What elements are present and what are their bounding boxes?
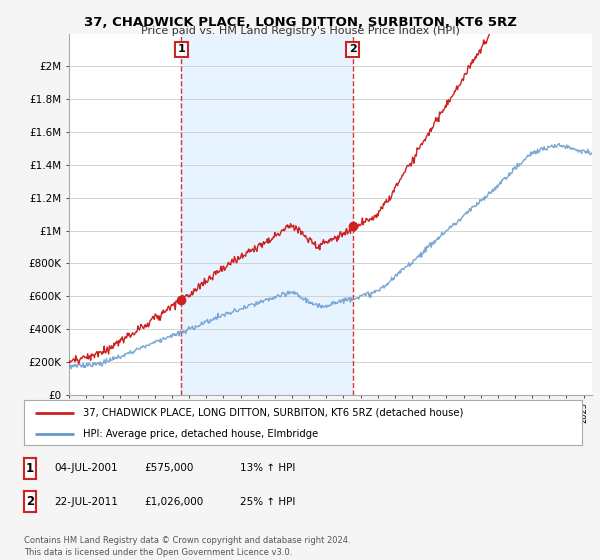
Text: 37, CHADWICK PLACE, LONG DITTON, SURBITON, KT6 5RZ: 37, CHADWICK PLACE, LONG DITTON, SURBITO… <box>83 16 517 29</box>
Text: 37, CHADWICK PLACE, LONG DITTON, SURBITON, KT6 5RZ (detached house): 37, CHADWICK PLACE, LONG DITTON, SURBITO… <box>83 408 463 418</box>
Text: Price paid vs. HM Land Registry's House Price Index (HPI): Price paid vs. HM Land Registry's House … <box>140 26 460 36</box>
Text: 1: 1 <box>178 44 185 54</box>
Text: HPI: Average price, detached house, Elmbridge: HPI: Average price, detached house, Elmb… <box>83 429 318 439</box>
Text: 1: 1 <box>26 461 34 475</box>
Bar <box>181 34 353 395</box>
Text: £575,000: £575,000 <box>144 463 193 473</box>
Text: 2: 2 <box>349 44 356 54</box>
Text: 13% ↑ HPI: 13% ↑ HPI <box>240 463 295 473</box>
Text: 25% ↑ HPI: 25% ↑ HPI <box>240 497 295 507</box>
Text: Contains HM Land Registry data © Crown copyright and database right 2024.
This d: Contains HM Land Registry data © Crown c… <box>24 536 350 557</box>
Text: 2: 2 <box>26 495 34 508</box>
Text: £1,026,000: £1,026,000 <box>144 497 203 507</box>
Text: 22-JUL-2011: 22-JUL-2011 <box>54 497 118 507</box>
Text: 04-JUL-2001: 04-JUL-2001 <box>54 463 118 473</box>
